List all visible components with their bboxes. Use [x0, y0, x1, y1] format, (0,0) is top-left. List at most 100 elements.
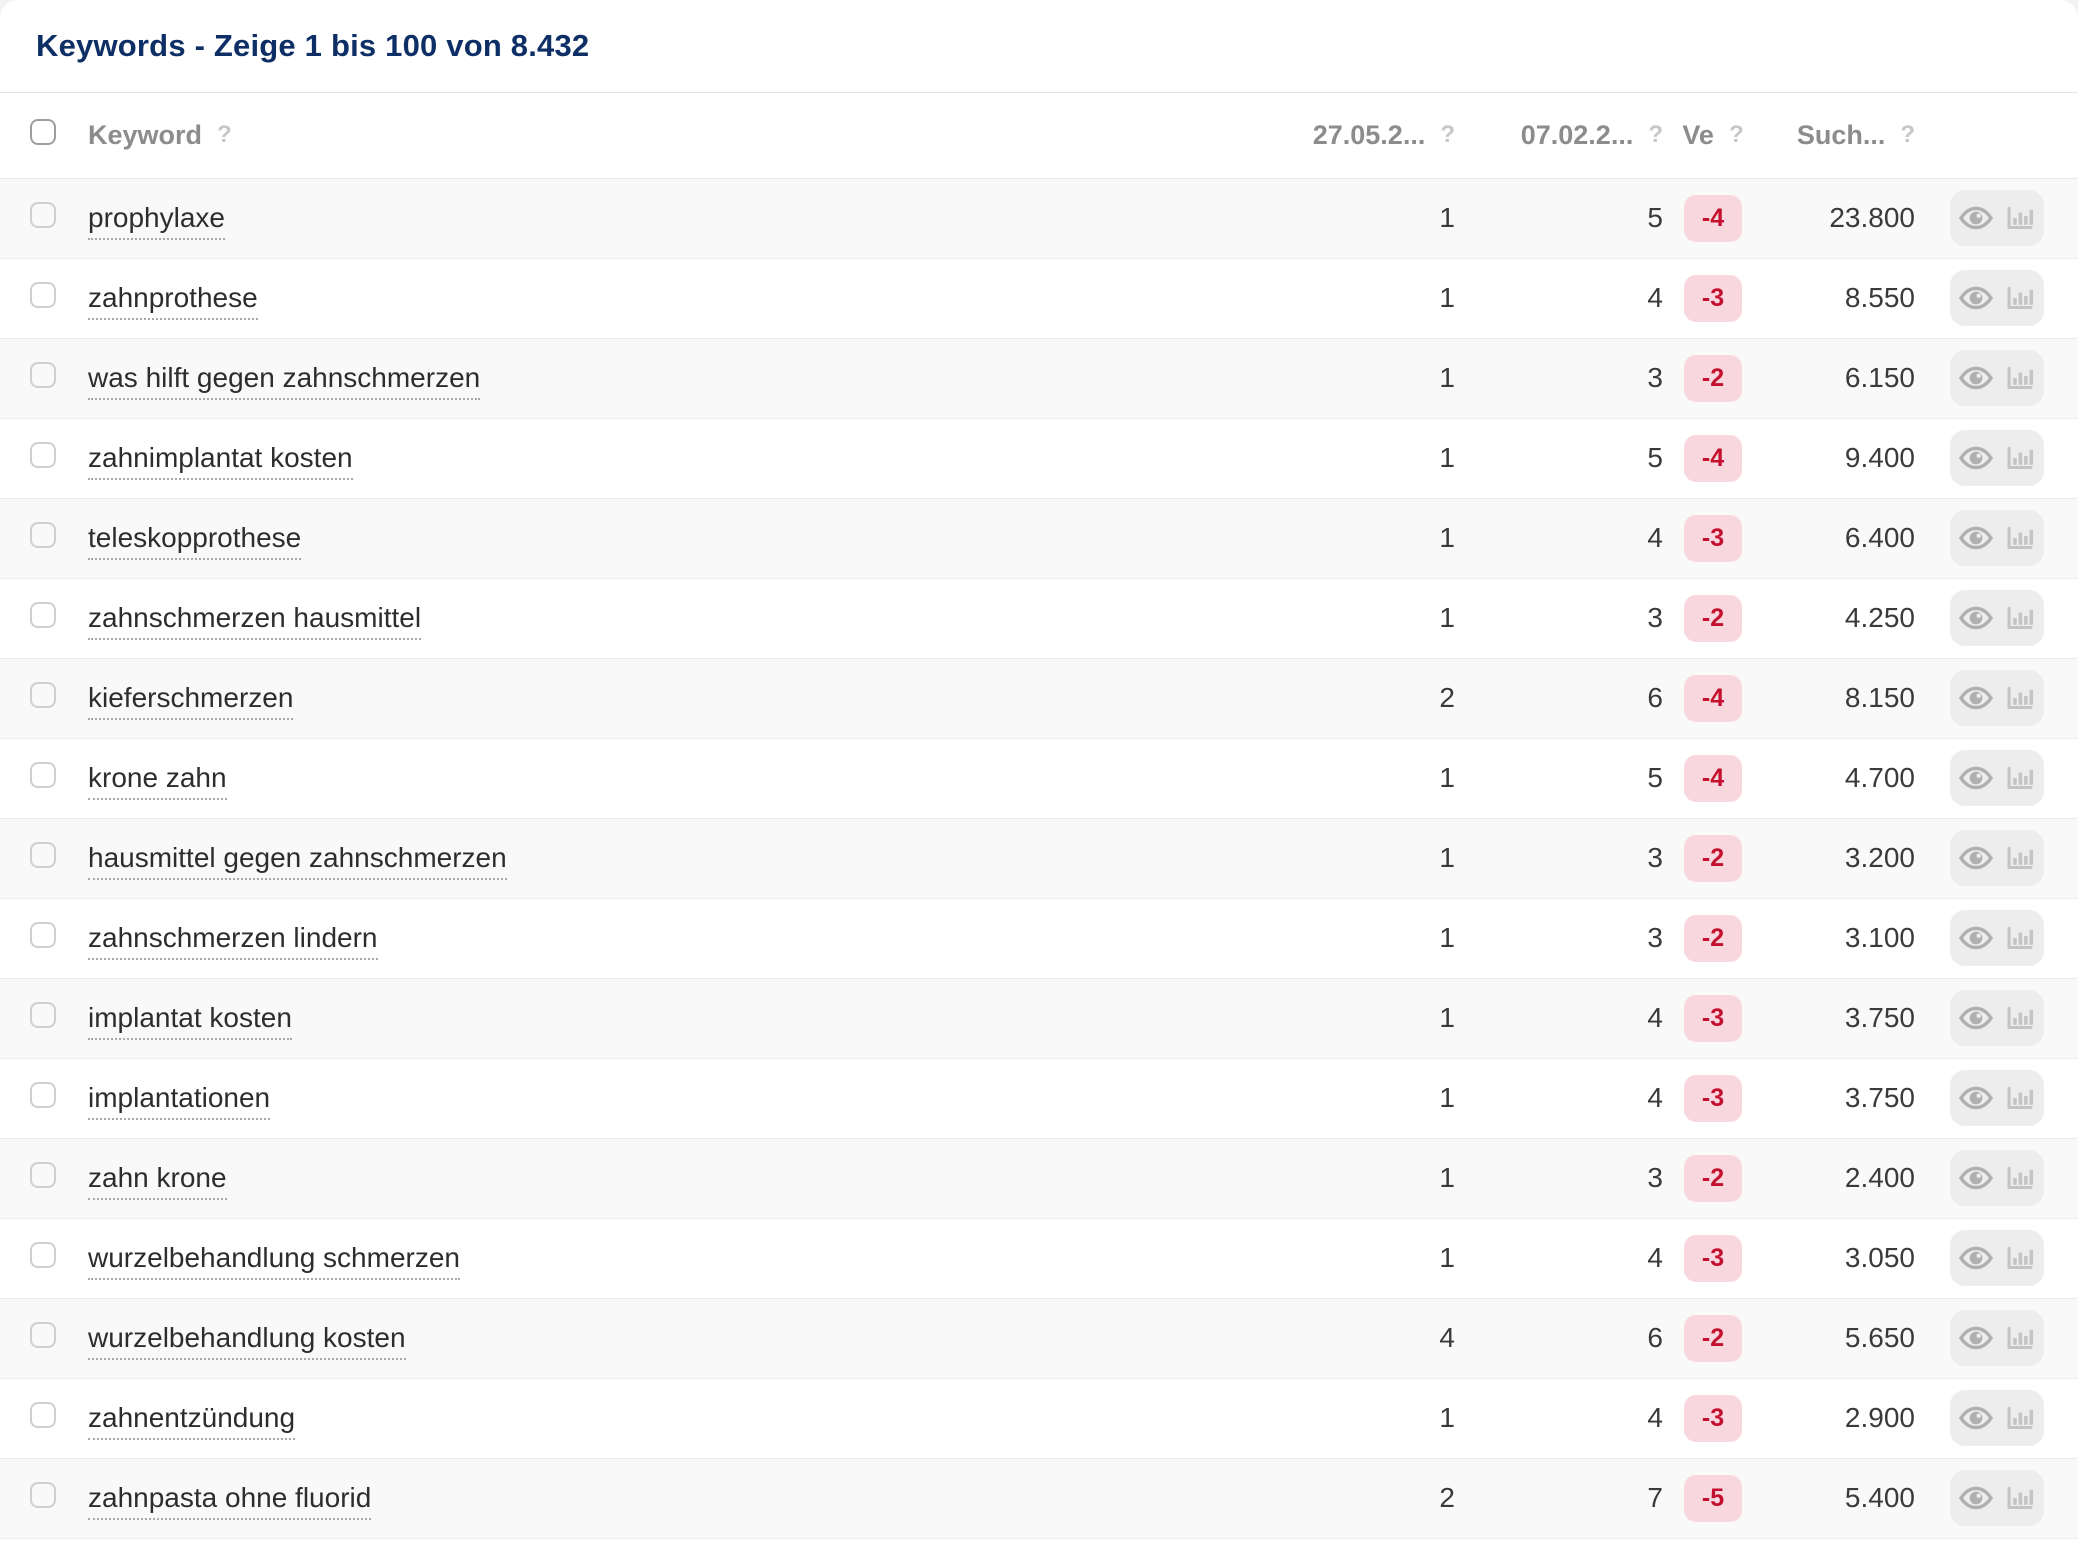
keyword-chart-button[interactable]: [2005, 1404, 2035, 1432]
keyword-chart-button[interactable]: [2005, 924, 2035, 952]
keyword-link[interactable]: prophylaxe: [88, 202, 225, 240]
keyword-chart-button[interactable]: [2005, 1164, 2035, 1192]
column-header-date-old[interactable]: 27.05.2... ?: [1293, 93, 1463, 179]
keyword-chart-button[interactable]: [2005, 844, 2035, 872]
row-checkbox[interactable]: [30, 601, 56, 628]
question-mark-icon[interactable]: ?: [1728, 121, 1744, 149]
column-label-date-new[interactable]: 07.02.2...: [1520, 119, 1634, 150]
watch-keyword-button[interactable]: [1959, 285, 1993, 311]
keyword-link[interactable]: zahn krone: [88, 1162, 227, 1200]
keyword-cell: implantat kosten: [88, 978, 1293, 1058]
search-volume-cell: 3.100: [1844, 922, 1915, 953]
watch-keyword-button[interactable]: [1959, 1325, 1993, 1351]
keyword-link[interactable]: teleskopprothese: [88, 522, 302, 560]
watch-keyword-button[interactable]: [1959, 1245, 1993, 1271]
row-checkbox[interactable]: [30, 1321, 56, 1348]
column-label-change[interactable]: Ve: [1682, 119, 1714, 150]
row-checkbox[interactable]: [30, 1481, 56, 1508]
row-checkbox[interactable]: [30, 761, 56, 788]
watch-keyword-button[interactable]: [1959, 525, 1993, 551]
search-volume-cell: 8.150: [1844, 682, 1915, 713]
row-checkbox[interactable]: [30, 1001, 56, 1028]
keyword-chart-button[interactable]: [2005, 1324, 2035, 1352]
column-label-volume[interactable]: Such...: [1796, 119, 1886, 150]
watch-keyword-button[interactable]: [1959, 685, 1993, 711]
question-mark-icon[interactable]: ?: [217, 121, 232, 149]
column-header-date-new[interactable]: 07.02.2... ?: [1463, 93, 1663, 179]
row-checkbox[interactable]: [30, 1241, 56, 1268]
row-checkbox[interactable]: [30, 441, 56, 468]
row-checkbox[interactable]: [30, 281, 56, 308]
column-label-keyword[interactable]: Keyword: [88, 119, 203, 150]
watch-keyword-button[interactable]: [1959, 1165, 1993, 1191]
column-header-volume[interactable]: Such... ?: [1763, 93, 1923, 179]
bar-chart-icon: [2005, 604, 2035, 632]
row-checkbox[interactable]: [30, 361, 56, 388]
select-all-checkbox[interactable]: [30, 118, 56, 145]
row-checkbox[interactable]: [30, 841, 56, 868]
keyword-link[interactable]: wurzelbehandlung kosten: [88, 1322, 406, 1360]
keyword-cell: wurzelbehandlung kosten: [88, 1298, 1293, 1378]
keyword-link[interactable]: zahnschmerzen hausmittel: [88, 602, 422, 640]
column-label-date-old[interactable]: 27.05.2...: [1312, 119, 1426, 150]
row-checkbox[interactable]: [30, 921, 56, 948]
watch-keyword-button[interactable]: [1959, 445, 1993, 471]
column-header-change[interactable]: Ve ?: [1663, 93, 1763, 179]
keyword-chart-button[interactable]: [2005, 764, 2035, 792]
watch-keyword-button[interactable]: [1959, 845, 1993, 871]
keyword-link[interactable]: wurzelbehandlung schmerzen: [88, 1242, 460, 1280]
keyword-link[interactable]: kieferschmerzen: [88, 682, 294, 720]
keyword-chart-button[interactable]: [2005, 284, 2035, 312]
row-checkbox[interactable]: [30, 1161, 56, 1188]
row-checkbox[interactable]: [30, 1081, 56, 1108]
row-actions-cell: [1923, 178, 2078, 258]
row-checkbox[interactable]: [30, 681, 56, 708]
watch-keyword-button[interactable]: [1959, 365, 1993, 391]
question-mark-icon[interactable]: ?: [1900, 121, 1915, 149]
change-badge: -4: [1684, 674, 1742, 722]
keyword-link[interactable]: implantat kosten: [88, 1002, 292, 1040]
keyword-chart-button[interactable]: [2005, 204, 2035, 232]
keyword-link[interactable]: was hilft gegen zahnschmerzen: [88, 362, 481, 400]
position-old-cell: 1: [1439, 602, 1455, 633]
position-new-cell: 5: [1647, 442, 1663, 473]
keyword-link[interactable]: implantationen: [88, 1082, 271, 1120]
keyword-link[interactable]: zahnschmerzen lindern: [88, 922, 378, 960]
watch-keyword-button[interactable]: [1959, 765, 1993, 791]
keyword-link[interactable]: zahnentzündung: [88, 1402, 296, 1440]
keyword-link[interactable]: zahnpasta ohne fluorid: [88, 1482, 372, 1520]
question-mark-icon[interactable]: ?: [1440, 121, 1455, 149]
watch-keyword-button[interactable]: [1959, 1005, 1993, 1031]
keyword-chart-button[interactable]: [2005, 604, 2035, 632]
keyword-link[interactable]: zahnprothese: [88, 282, 258, 320]
watch-keyword-button[interactable]: [1959, 205, 1993, 231]
watch-keyword-button[interactable]: [1959, 925, 1993, 951]
keyword-link[interactable]: krone zahn: [88, 762, 227, 800]
keyword-chart-button[interactable]: [2005, 684, 2035, 712]
change-badge: -2: [1684, 594, 1742, 642]
row-actions-cell: [1923, 338, 2078, 418]
keyword-link[interactable]: hausmittel gegen zahnschmerzen: [88, 842, 507, 880]
row-checkbox[interactable]: [30, 201, 56, 228]
keyword-chart-button[interactable]: [2005, 1004, 2035, 1032]
keyword-link[interactable]: zahnimplantat kosten: [88, 442, 353, 480]
watch-keyword-button[interactable]: [1959, 1485, 1993, 1511]
bar-chart-icon: [2005, 1004, 2035, 1032]
column-header-keyword[interactable]: Keyword ?: [88, 93, 1293, 179]
watch-keyword-button[interactable]: [1959, 605, 1993, 631]
position-old-cell: 1: [1439, 922, 1455, 953]
question-mark-icon[interactable]: ?: [1648, 121, 1663, 149]
keyword-chart-button[interactable]: [2005, 444, 2035, 472]
row-actions-cell: [1923, 658, 2078, 738]
keyword-chart-button[interactable]: [2005, 1244, 2035, 1272]
watch-keyword-button[interactable]: [1959, 1405, 1993, 1431]
keyword-chart-button[interactable]: [2005, 1484, 2035, 1512]
keyword-chart-button[interactable]: [2005, 1084, 2035, 1112]
keyword-chart-button[interactable]: [2005, 364, 2035, 392]
keyword-chart-button[interactable]: [2005, 524, 2035, 552]
watch-keyword-button[interactable]: [1959, 1085, 1993, 1111]
row-checkbox[interactable]: [30, 521, 56, 548]
keywords-table: Keyword ? 27.05.2... ? 07.02.2... ?: [0, 93, 2078, 1539]
row-checkbox[interactable]: [30, 1401, 56, 1428]
